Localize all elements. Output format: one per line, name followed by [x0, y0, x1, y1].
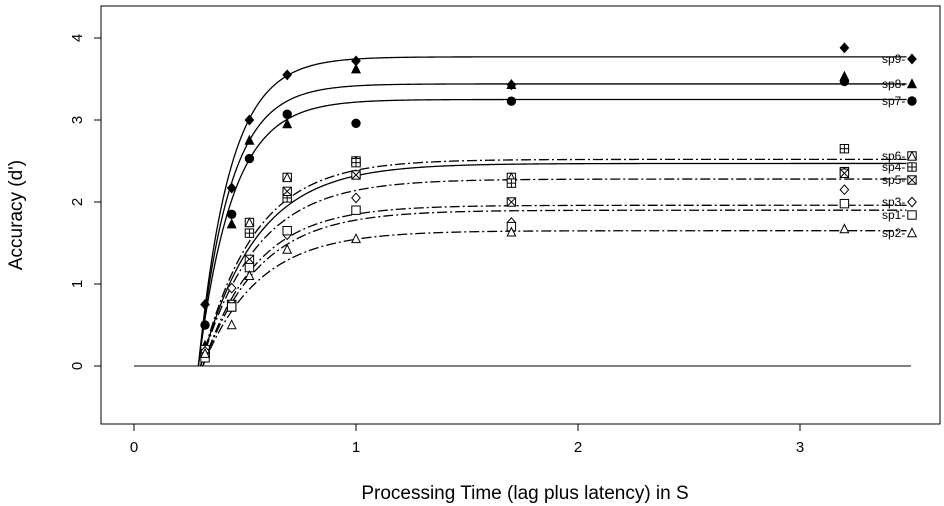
fit-lines — [197, 56, 907, 367]
fit-line-sp5 — [199, 178, 907, 367]
y-tick-label: 3 — [69, 116, 86, 124]
point-sp7 — [282, 109, 292, 119]
legend-label-sp1: sp1- — [882, 208, 905, 222]
legend-marker-sp3 — [907, 196, 917, 208]
point-sp1 — [282, 225, 292, 236]
point-sp7 — [200, 320, 210, 330]
legend-marker-sp8 — [906, 78, 918, 89]
point-sp6 — [282, 172, 292, 183]
point-sp5 — [839, 168, 850, 179]
fit-line-sp8 — [197, 83, 907, 367]
point-sp7 — [244, 153, 255, 164]
legend-marker-sp9 — [907, 53, 917, 65]
point-sp7 — [839, 76, 850, 87]
point-sp8 — [282, 118, 293, 129]
y-tick-label: 4 — [69, 34, 86, 42]
legend-label-sp4: sp4- — [882, 160, 905, 174]
legend-label-sp2: sp2- — [882, 226, 905, 240]
point-sp3 — [839, 184, 850, 196]
x-tick-label: 2 — [574, 439, 582, 456]
data-points — [200, 42, 850, 363]
point-sp6 — [244, 217, 255, 228]
legend-marker-sp2 — [906, 227, 918, 238]
point-sp9 — [226, 182, 237, 194]
point-sp2 — [506, 226, 517, 237]
point-sp2 — [226, 319, 237, 330]
point-sp2 — [244, 269, 255, 280]
x-axis-title: Processing Time (lag plus latency) in S — [361, 483, 688, 504]
x-tick-label: 0 — [130, 439, 138, 456]
point-sp1 — [351, 205, 361, 215]
point-sp7 — [226, 209, 237, 220]
point-sp8 — [350, 63, 362, 74]
point-sp4 — [351, 157, 361, 168]
point-sp7 — [506, 96, 517, 106]
point-sp3 — [351, 192, 361, 204]
legend-label-sp7: sp7- — [882, 94, 905, 108]
x-axis: 0 1 2 3 — [130, 424, 804, 456]
point-sp2 — [282, 243, 293, 254]
fit-line-sp6 — [199, 158, 907, 367]
fit-line-sp1 — [202, 209, 907, 367]
fit-line-sp2 — [202, 230, 907, 367]
legend-marker-sp7 — [907, 96, 917, 106]
fit-line-sp3 — [202, 204, 907, 367]
y-tick-label: 1 — [69, 280, 86, 288]
point-sp1 — [839, 198, 850, 209]
y-tick-label: 0 — [69, 362, 86, 370]
legend-label-sp6: sp6- — [882, 149, 905, 163]
point-sp5 — [282, 186, 292, 197]
point-sp4 — [839, 143, 850, 154]
legend-marker-sp4 — [907, 162, 917, 172]
legend: sp9- sp8- sp7- sp6-sp4-sp5- sp3-sp1- sp2- — [882, 52, 918, 240]
point-sp2 — [350, 233, 362, 244]
y-tick-label: 2 — [69, 198, 86, 206]
point-sp5 — [351, 170, 361, 180]
legend-marker-sp1 — [907, 210, 917, 220]
point-sp9 — [200, 299, 210, 310]
fit-line-sp4 — [199, 162, 907, 367]
x-tick-label: 3 — [796, 439, 804, 456]
point-sp1 — [226, 302, 237, 312]
point-sp8 — [244, 134, 255, 145]
point-sp4 — [506, 178, 517, 188]
legend-marker-sp6 — [907, 150, 917, 161]
legend-label-sp5: sp5- — [882, 173, 905, 187]
point-sp5 — [506, 197, 517, 207]
fit-line-sp7 — [197, 98, 907, 367]
point-sp9 — [282, 69, 293, 81]
legend-label-sp9: sp9- — [882, 52, 905, 66]
point-sp4 — [244, 228, 255, 238]
point-sp2 — [839, 223, 850, 234]
point-sp2 — [200, 347, 211, 358]
fit-line-sp9 — [197, 56, 907, 367]
legend-label-sp3: sp3- — [882, 195, 905, 209]
point-sp9 — [839, 42, 850, 54]
point-sp3 — [226, 282, 237, 294]
point-sp8 — [226, 218, 237, 229]
point-sp7 — [351, 118, 361, 128]
point-sp9 — [244, 114, 255, 126]
legend-label-sp8: sp8- — [882, 77, 905, 91]
plot-frame — [100, 5, 941, 425]
point-sp8 — [506, 78, 517, 89]
y-axis: 0 1 2 3 4 — [69, 34, 101, 370]
x-tick-label: 1 — [352, 439, 360, 456]
legend-marker-sp5 — [907, 175, 917, 185]
y-axis-title: Accuracy (d') — [6, 160, 27, 270]
